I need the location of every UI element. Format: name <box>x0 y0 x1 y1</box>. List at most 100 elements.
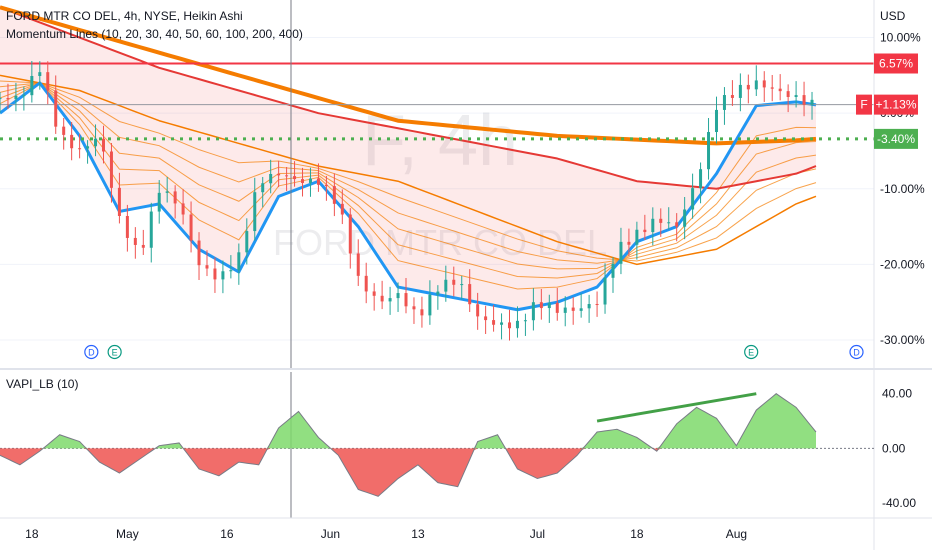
candle-body <box>388 298 392 302</box>
candle-body <box>778 88 782 92</box>
candle-body <box>173 191 177 204</box>
event-marker[interactable]: D <box>84 344 99 360</box>
event-circle <box>849 344 864 360</box>
price-levels <box>0 62 874 141</box>
candle-body <box>468 284 472 305</box>
time-tick-label: 18 <box>630 527 644 541</box>
candle-body <box>500 322 504 325</box>
candle-body <box>157 192 161 212</box>
candle-body <box>133 237 137 245</box>
candle-body <box>380 295 384 302</box>
candle-body <box>245 231 249 253</box>
candle-body <box>332 186 336 204</box>
price-tick-label: -10.00% <box>880 182 925 196</box>
candle-body <box>484 316 488 321</box>
momentum-line <box>0 82 817 279</box>
candle-body <box>571 307 575 311</box>
candle-body <box>340 203 344 215</box>
vapi-positive-area <box>0 393 816 449</box>
candle-body <box>539 302 543 309</box>
candle-body <box>531 302 535 321</box>
candle-body <box>794 95 798 97</box>
momentum-ribbon <box>0 5 817 312</box>
candles <box>0 60 814 341</box>
candle-body <box>372 291 376 296</box>
candle-body <box>738 84 742 98</box>
candle-body <box>810 99 814 105</box>
candle-body <box>683 209 687 227</box>
candle-body <box>444 279 448 292</box>
candle-body <box>412 306 416 310</box>
momentum-line <box>0 82 817 264</box>
event-circle <box>107 344 122 360</box>
candle-body <box>770 87 774 89</box>
candle-body <box>70 134 74 149</box>
ribbon-fill <box>0 7 816 310</box>
event-marker[interactable]: E <box>744 344 759 360</box>
candle-body <box>316 178 320 185</box>
ema-200-line <box>0 6 817 190</box>
vapi-trendline[interactable] <box>596 392 757 423</box>
candle-body <box>643 229 647 233</box>
candle-body <box>547 302 551 309</box>
time-tick-label: 13 <box>411 527 425 541</box>
vapi-tick-label: 40.00 <box>882 387 912 401</box>
candle-body <box>691 188 695 210</box>
candle-body <box>205 265 209 269</box>
vapi-legend[interactable]: VAPI_LB (10) <box>6 377 78 391</box>
momentum-line <box>0 82 817 290</box>
candle-body <box>428 294 432 316</box>
candle-body <box>508 322 512 329</box>
symbol-badge-bg <box>856 94 872 115</box>
candle-body <box>762 80 766 88</box>
candle-body <box>62 126 66 135</box>
resistance-tag: 6.57% <box>879 56 913 70</box>
event-marker[interactable]: D <box>849 344 864 360</box>
candle-body <box>635 229 639 245</box>
candle-body <box>221 271 225 280</box>
candle-body <box>54 90 58 127</box>
event-letter: E <box>112 348 118 358</box>
event-circle <box>84 344 99 360</box>
candle-body <box>38 72 42 77</box>
candle-body <box>563 307 567 313</box>
candle-body <box>125 215 129 238</box>
candle-body <box>22 95 26 97</box>
time-tick-label: Jun <box>321 527 340 541</box>
candle-body <box>730 95 734 98</box>
indicator-legend[interactable]: Momentum Lines (10, 20, 30, 40, 50, 60, … <box>6 27 303 41</box>
vapi-negative-area <box>0 448 816 497</box>
vapi-tick-label: -40.00 <box>882 496 916 510</box>
candle-body <box>101 138 105 152</box>
candle-body <box>149 211 153 248</box>
candle-body <box>229 270 233 272</box>
candle-body <box>627 241 631 245</box>
ema-10-line <box>0 81 817 312</box>
ema-100-line <box>0 74 817 266</box>
candle-body <box>293 176 297 180</box>
grid <box>0 37 874 341</box>
event-letter: D <box>853 348 860 358</box>
chart-title[interactable]: FORD MTR CO DEL, 4h, NYSE, Heikin Ashi <box>6 9 243 23</box>
candle-body <box>285 175 289 177</box>
candle-body <box>722 95 726 110</box>
currency-label: USD <box>880 9 906 23</box>
event-circle <box>744 344 759 360</box>
time-tick-label: Aug <box>726 527 747 541</box>
candle-body <box>452 279 456 285</box>
candle-body <box>46 72 50 91</box>
event-marker[interactable]: E <box>107 344 122 360</box>
time-tick-label: May <box>116 527 139 541</box>
candle-body <box>396 293 400 299</box>
candle-body <box>603 277 607 305</box>
time-axis[interactable]: 18 May 16 Jun 13 Jul 18 Aug <box>25 527 747 541</box>
event-letter: D <box>88 348 95 358</box>
candle-body <box>714 109 718 133</box>
candle-body <box>213 268 217 280</box>
candle-body <box>611 263 615 278</box>
candle-body <box>675 222 679 227</box>
candle-body <box>86 146 90 149</box>
resistance-tag-bg <box>874 53 918 74</box>
candle-body <box>707 132 711 170</box>
